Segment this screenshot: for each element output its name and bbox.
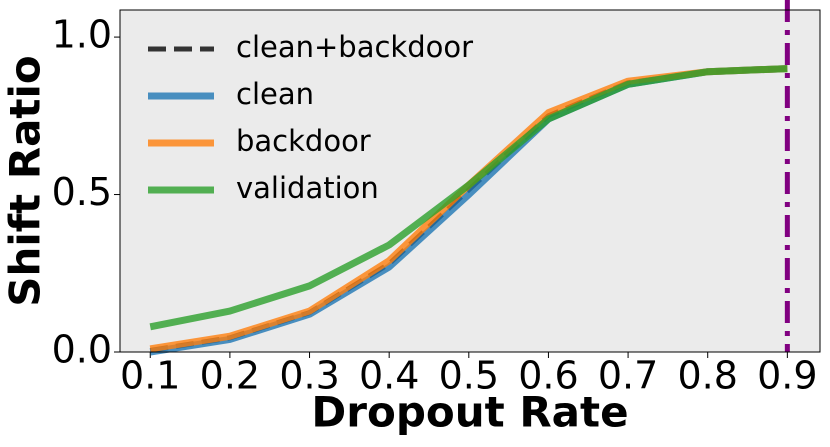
legend-label: clean: [236, 77, 314, 111]
x-tick-label: 0.5: [439, 354, 499, 398]
legend-label: validation: [236, 171, 379, 205]
axes-frame: [119, 9, 821, 353]
x-tick-label: 0.6: [518, 354, 578, 398]
x-tick-label: 0.4: [359, 354, 419, 398]
x-tick-label: 0.2: [200, 354, 260, 398]
y-tick-label: 0.0: [52, 328, 112, 372]
x-tick-label: 0.8: [677, 354, 737, 398]
x-tick-label: 0.7: [598, 354, 658, 398]
x-tick-label: 0.1: [120, 354, 180, 398]
y-tick-label: 0.5: [52, 170, 112, 214]
x-axis-label: Dropout Rate: [311, 388, 628, 437]
y-axis-label: Shift Ratio: [1, 55, 50, 307]
series-line: [149, 65, 788, 331]
x-tick-label: 0.9: [757, 354, 817, 398]
legend-label: backdoor: [236, 124, 371, 158]
x-tick-label: 0.3: [279, 354, 339, 398]
legend-label: clean+backdoor: [236, 30, 473, 64]
y-tick-label: 1.0: [52, 13, 112, 57]
